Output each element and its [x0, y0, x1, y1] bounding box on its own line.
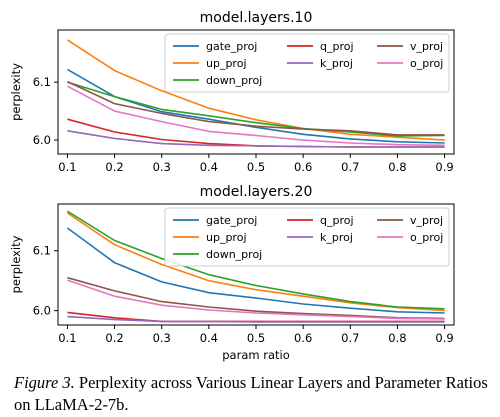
series-line-k-proj: [67, 130, 445, 148]
x-tick-label: 0.7: [341, 331, 359, 345]
x-tick-label: 0.7: [341, 160, 359, 174]
x-tick-label: 0.4: [200, 160, 218, 174]
y-tick-label: 6.1: [33, 75, 51, 89]
series-line-o-proj: [67, 85, 445, 147]
x-tick-label: 0.9: [435, 160, 453, 174]
x-tick-label: 0.1: [58, 160, 76, 174]
x-tick-label: 0.4: [200, 331, 218, 345]
x-tick-label: 0.5: [247, 331, 265, 345]
x-tick-label: 0.3: [153, 331, 171, 345]
legend-label-o-proj: o_proj: [410, 231, 443, 244]
x-tick-label: 0.3: [153, 160, 171, 174]
chart-title: model.layers.10: [200, 10, 313, 26]
legend-label-up-proj: up_proj: [206, 57, 247, 70]
x-tick-label: 0.6: [294, 160, 312, 174]
series-line-down-proj: [66, 210, 445, 310]
y-axis-label: perplexity: [9, 235, 23, 293]
x-tick-label: 0.2: [105, 160, 123, 174]
chart-layers-10: model.layers.10 0.1 0.2 0.3 0.4 0.5 0.6 0.7 0.8 0…: [9, 10, 455, 174]
legend-label-up-proj: up_proj: [206, 231, 247, 244]
caption-label: Figure 3.: [14, 373, 75, 392]
legend-label-gate-proj: gate_proj: [206, 40, 257, 53]
series-line-up-proj: [66, 39, 445, 141]
x-tick-label: 0.8: [388, 331, 406, 345]
legend-label-q-proj: q_proj: [320, 214, 354, 227]
legend-label-k-proj: k_proj: [320, 231, 353, 244]
series-line-down-proj: [67, 81, 445, 137]
legend-label-q-proj: q_proj: [320, 40, 354, 53]
legend-label-down-proj: down_proj: [206, 74, 262, 87]
series-line-o-proj: [67, 279, 445, 320]
y-tick-label: 6.0: [33, 304, 51, 318]
x-tick-label: 0.1: [58, 331, 76, 345]
x-tick-label: 0.8: [388, 160, 406, 174]
series-line-gate-proj: [66, 227, 445, 314]
caption-text: Perplexity across Various Linear Layers …: [14, 373, 488, 414]
x-tick-label: 0.6: [294, 331, 312, 345]
series-line-k-proj: [67, 315, 445, 323]
legend: gate_proj up_proj down_proj q_proj k_proj v_p…: [164, 33, 450, 93]
y-tick-label: 6.1: [33, 244, 51, 258]
y-tick-label: 6.0: [33, 133, 51, 147]
x-axis-label: param ratio: [222, 348, 290, 362]
y-axis-label: perplexity: [9, 63, 23, 121]
legend-label-v-proj: v_proj: [410, 214, 443, 227]
x-tick-label: 0.2: [105, 331, 123, 345]
figure-caption: Figure 3. Perplexity across Various Line…: [14, 372, 494, 416]
legend-label-v-proj: v_proj: [410, 40, 443, 53]
legend-label-down-proj: down_proj: [206, 248, 262, 261]
legend-label-gate-proj: gate_proj: [206, 214, 257, 227]
chart-title: model.layers.20: [200, 184, 313, 200]
legend: gate_proj up_proj down_proj q_proj k_proj v_p…: [164, 207, 450, 267]
legend-label-o-proj: o_proj: [410, 57, 443, 70]
series-line-v-proj: [67, 80, 445, 136]
chart-layers-20: model.layers.20 0.1 0.2 0.3 0.4 0.5 0.6 0.7 0.8 0…: [9, 184, 455, 362]
x-tick-label: 0.5: [247, 160, 265, 174]
x-tick-label: 0.9: [435, 331, 453, 345]
legend-label-k-proj: k_proj: [320, 57, 353, 70]
